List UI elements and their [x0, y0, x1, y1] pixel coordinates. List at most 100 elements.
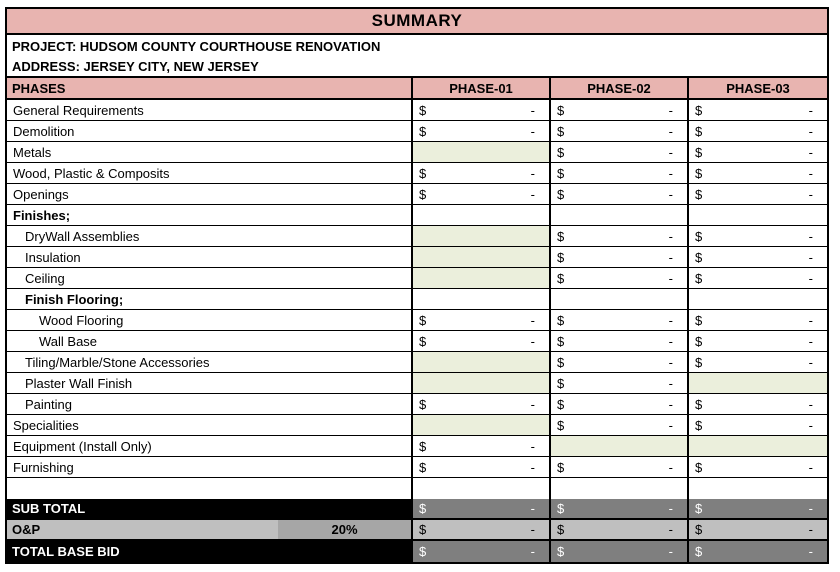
phase-03-amount-cell[interactable]	[689, 436, 827, 456]
project-row[interactable]: PROJECT: HUDSOM COUNTY COURTHOUSE RENOVA…	[7, 35, 827, 57]
phase-03-amount-cell[interactable]: $ -	[689, 121, 827, 141]
phase-03-amount-cell[interactable]: $ -	[689, 268, 827, 288]
total-label-cell[interactable]: TOTAL BASE BID	[7, 541, 413, 562]
row-label-cell[interactable]: Finishes;	[7, 205, 413, 225]
total-row: TOTAL BASE BID $ - $ - $ -	[7, 541, 827, 562]
phase-02-amount-cell[interactable]: $ -	[551, 415, 689, 435]
row-label-cell[interactable]: Insulation	[7, 247, 413, 267]
phase-02-amount-cell[interactable]: $ -	[551, 499, 689, 518]
phase-02-column-header[interactable]: PHASE-02	[551, 78, 689, 98]
phase-02-amount-cell[interactable]: $ -	[551, 331, 689, 351]
phase-02-amount-cell[interactable]: $ -	[551, 310, 689, 330]
phase-02-amount-cell[interactable]: $ -	[551, 520, 689, 539]
phase-01-amount-cell[interactable]	[413, 247, 551, 267]
currency-symbol: $	[557, 459, 565, 475]
phase-01-amount-cell[interactable]: $ -	[413, 436, 551, 456]
phase-03-amount-cell[interactable]: $ -	[689, 394, 827, 414]
phase-01-amount-cell[interactable]	[413, 289, 551, 309]
phase-03-amount-cell[interactable]	[689, 289, 827, 309]
phase-02-amount-cell[interactable]: $ -	[551, 163, 689, 183]
phase-01-amount-cell[interactable]: $ -	[413, 394, 551, 414]
phase-01-amount-cell[interactable]	[413, 352, 551, 372]
phase-03-amount-cell[interactable]: $ -	[689, 226, 827, 246]
phase-02-amount-cell[interactable]: $ -	[551, 541, 689, 562]
row-label-cell[interactable]: Furnishing	[7, 457, 413, 477]
phase-01-amount-cell[interactable]	[413, 373, 551, 393]
phase-02-amount-cell[interactable]: $ -	[551, 457, 689, 477]
row-label-cell[interactable]: Finish Flooring;	[7, 289, 413, 309]
phase-01-amount-cell[interactable]	[413, 415, 551, 435]
row-label-cell[interactable]: Wood Flooring	[7, 310, 413, 330]
phase-03-amount-cell[interactable]: $ -	[689, 184, 827, 204]
phase-03-amount-cell[interactable]	[689, 373, 827, 393]
phase-01-amount-cell[interactable]: $ -	[413, 331, 551, 351]
row-label-cell[interactable]: Painting	[7, 394, 413, 414]
phase-03-amount-cell[interactable]: $ -	[689, 541, 827, 562]
phase-02-amount-cell[interactable]: $ -	[551, 373, 689, 393]
phase-01-amount-cell[interactable]: $ -	[413, 163, 551, 183]
phase-01-amount-cell[interactable]: $ -	[413, 310, 551, 330]
phase-03-amount-cell[interactable]	[689, 205, 827, 225]
phase-03-amount-cell[interactable]: $ -	[689, 142, 827, 162]
phase-02-amount-cell[interactable]	[551, 289, 689, 309]
phase-02-amount-cell[interactable]: $ -	[551, 247, 689, 267]
row-label-cell[interactable]: Specialities	[7, 415, 413, 435]
phase-03-amount-cell[interactable]	[689, 478, 827, 499]
row-label-cell[interactable]: Ceiling	[7, 268, 413, 288]
op-label-cell[interactable]: O&P 20%	[7, 520, 413, 539]
phase-01-amount-cell[interactable]	[413, 268, 551, 288]
phase-01-amount-cell[interactable]: $ -	[413, 541, 551, 562]
phase-02-amount-cell[interactable]: $ -	[551, 100, 689, 120]
row-label-cell[interactable]	[7, 478, 413, 499]
phase-02-amount-cell[interactable]	[551, 436, 689, 456]
op-percent-cell[interactable]: 20%	[278, 520, 411, 539]
phase-03-amount-cell[interactable]: $ -	[689, 247, 827, 267]
phase-01-amount-cell[interactable]: $ -	[413, 121, 551, 141]
phase-01-amount-cell[interactable]: $ -	[413, 457, 551, 477]
total-label-cell[interactable]: SUB TOTAL	[7, 499, 413, 518]
row-label-cell[interactable]: Wall Base	[7, 331, 413, 351]
phase-02-amount-cell[interactable]: $ -	[551, 184, 689, 204]
row-label-cell[interactable]: Equipment (Install Only)	[7, 436, 413, 456]
phase-03-amount-cell[interactable]: $ -	[689, 100, 827, 120]
phase-02-amount-cell[interactable]: $ -	[551, 268, 689, 288]
currency-symbol: $	[695, 396, 703, 412]
phase-01-amount-cell[interactable]: $ -	[413, 520, 551, 539]
phase-02-amount-cell[interactable]: $ -	[551, 394, 689, 414]
phase-02-amount-cell[interactable]	[551, 205, 689, 225]
phase-02-amount-cell[interactable]	[551, 478, 689, 499]
phase-03-amount-cell[interactable]: $ -	[689, 520, 827, 539]
address-row[interactable]: ADDRESS: JERSEY CITY, NEW JERSEY	[7, 57, 827, 78]
phase-03-amount-cell[interactable]: $ -	[689, 457, 827, 477]
row-label-cell[interactable]: Openings	[7, 184, 413, 204]
phase-01-amount-cell[interactable]: $ -	[413, 100, 551, 120]
phase-03-amount-cell[interactable]: $ -	[689, 331, 827, 351]
phase-02-amount-cell[interactable]: $ -	[551, 352, 689, 372]
phase-03-column-header[interactable]: PHASE-03	[689, 78, 827, 98]
row-label-cell[interactable]: General Requirements	[7, 100, 413, 120]
phase-01-amount-cell[interactable]	[413, 142, 551, 162]
row-label-cell[interactable]: DryWall Assemblies	[7, 226, 413, 246]
row-label-cell[interactable]: Plaster Wall Finish	[7, 373, 413, 393]
currency-symbol: $	[557, 249, 565, 265]
row-label-cell[interactable]: Tiling/Marble/Stone Accessories	[7, 352, 413, 372]
phase-03-amount-cell[interactable]: $ -	[689, 352, 827, 372]
phase-02-amount-cell[interactable]: $ -	[551, 142, 689, 162]
phase-03-amount-cell[interactable]: $ -	[689, 163, 827, 183]
amount-value: -	[808, 144, 813, 160]
phase-01-amount-cell[interactable]	[413, 205, 551, 225]
phase-03-amount-cell[interactable]: $ -	[689, 415, 827, 435]
row-label-cell[interactable]: Metals	[7, 142, 413, 162]
phases-column-header[interactable]: PHASES	[7, 78, 413, 98]
phase-01-amount-cell[interactable]	[413, 478, 551, 499]
row-label-cell[interactable]: Wood, Plastic & Composits	[7, 163, 413, 183]
phase-01-amount-cell[interactable]: $ -	[413, 184, 551, 204]
phase-03-amount-cell[interactable]: $ -	[689, 499, 827, 518]
phase-01-amount-cell[interactable]: $ -	[413, 499, 551, 518]
row-label-cell[interactable]: Demolition	[7, 121, 413, 141]
phase-01-amount-cell[interactable]	[413, 226, 551, 246]
phase-02-amount-cell[interactable]: $ -	[551, 226, 689, 246]
phase-03-amount-cell[interactable]: $ -	[689, 310, 827, 330]
phase-01-column-header[interactable]: PHASE-01	[413, 78, 551, 98]
phase-02-amount-cell[interactable]: $ -	[551, 121, 689, 141]
